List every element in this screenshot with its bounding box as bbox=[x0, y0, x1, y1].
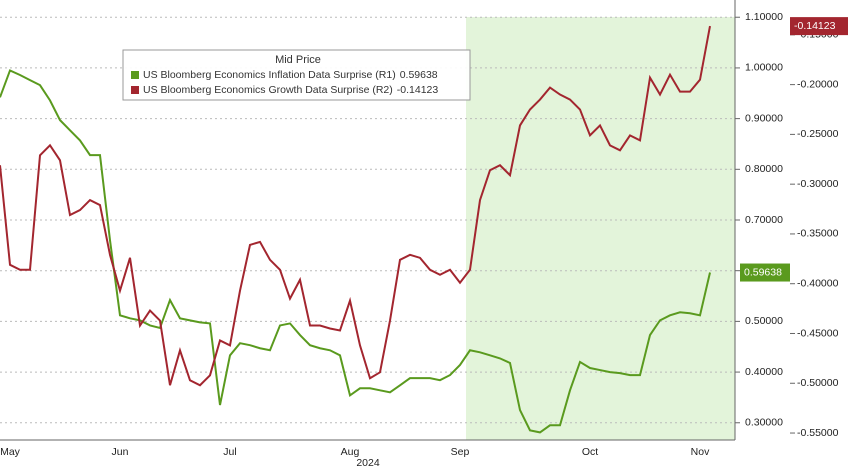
legend-entry: US Bloomberg Economics Growth Data Surpr… bbox=[143, 84, 438, 96]
y-tick-label: 1.10000 bbox=[745, 11, 783, 23]
x-tick-label: Jun bbox=[112, 446, 129, 458]
highlight-region bbox=[466, 17, 735, 440]
legend-items: US Bloomberg Economics Inflation Data Su… bbox=[131, 69, 438, 96]
x-tick-label: Aug bbox=[341, 446, 360, 458]
legend-swatch bbox=[131, 86, 139, 94]
y-tick-label: 0.80000 bbox=[745, 163, 783, 175]
legend: Mid Price US Bloomberg Economics Inflati… bbox=[122, 49, 471, 101]
x-tick-label: Jul bbox=[223, 446, 236, 458]
x-tick-label: Nov bbox=[691, 446, 710, 458]
y-tick-label: 1.00000 bbox=[745, 62, 783, 74]
x-axis-label: 2024 bbox=[356, 457, 380, 469]
legend-title: Mid Price bbox=[275, 54, 321, 66]
legend-entry: US Bloomberg Economics Inflation Data Su… bbox=[143, 69, 438, 81]
y2-tick-label: -0.30000 bbox=[797, 178, 839, 190]
y2-tick-label: -0.25000 bbox=[797, 128, 839, 140]
y2-tick-label: -0.20000 bbox=[797, 78, 839, 90]
y-tick-label: 0.40000 bbox=[745, 366, 783, 378]
legend-box bbox=[122, 49, 471, 101]
y2-tick-label: -0.35000 bbox=[797, 228, 839, 240]
y2-tick-label: -0.55000 bbox=[797, 427, 839, 439]
y-tick-label: 0.70000 bbox=[745, 214, 783, 226]
x-tick-label: May bbox=[0, 446, 21, 458]
legend-name: US Bloomberg Economics Growth Data Surpr… bbox=[143, 84, 393, 96]
series-line bbox=[0, 25, 711, 387]
y2-tick-label: -0.45000 bbox=[797, 327, 839, 339]
y-tick-label: 0.90000 bbox=[745, 112, 783, 124]
legend-value: 0.59638 bbox=[400, 69, 438, 81]
x-tick-label: Sep bbox=[451, 446, 470, 458]
lines bbox=[0, 25, 711, 434]
legend-value: -0.14123 bbox=[397, 84, 439, 96]
x-tick-label: Oct bbox=[582, 446, 598, 458]
y2-tick-label: -0.40000 bbox=[797, 277, 839, 289]
legend-name: US Bloomberg Economics Inflation Data Su… bbox=[143, 69, 396, 81]
series-line bbox=[0, 69, 711, 434]
y-tick-label: 0.30000 bbox=[745, 417, 783, 429]
last-value-box bbox=[790, 17, 848, 36]
axes: 1.100001.000000.900000.800000.700000.600… bbox=[0, 11, 848, 458]
y2-tick-label: -0.50000 bbox=[797, 377, 839, 389]
last-value-label: 0.59638 bbox=[744, 266, 782, 278]
last-value-box bbox=[740, 263, 790, 282]
y-tick-label: 0.50000 bbox=[745, 315, 783, 327]
last-value-label: -0.14123 bbox=[794, 20, 836, 32]
legend-swatch bbox=[131, 71, 139, 79]
